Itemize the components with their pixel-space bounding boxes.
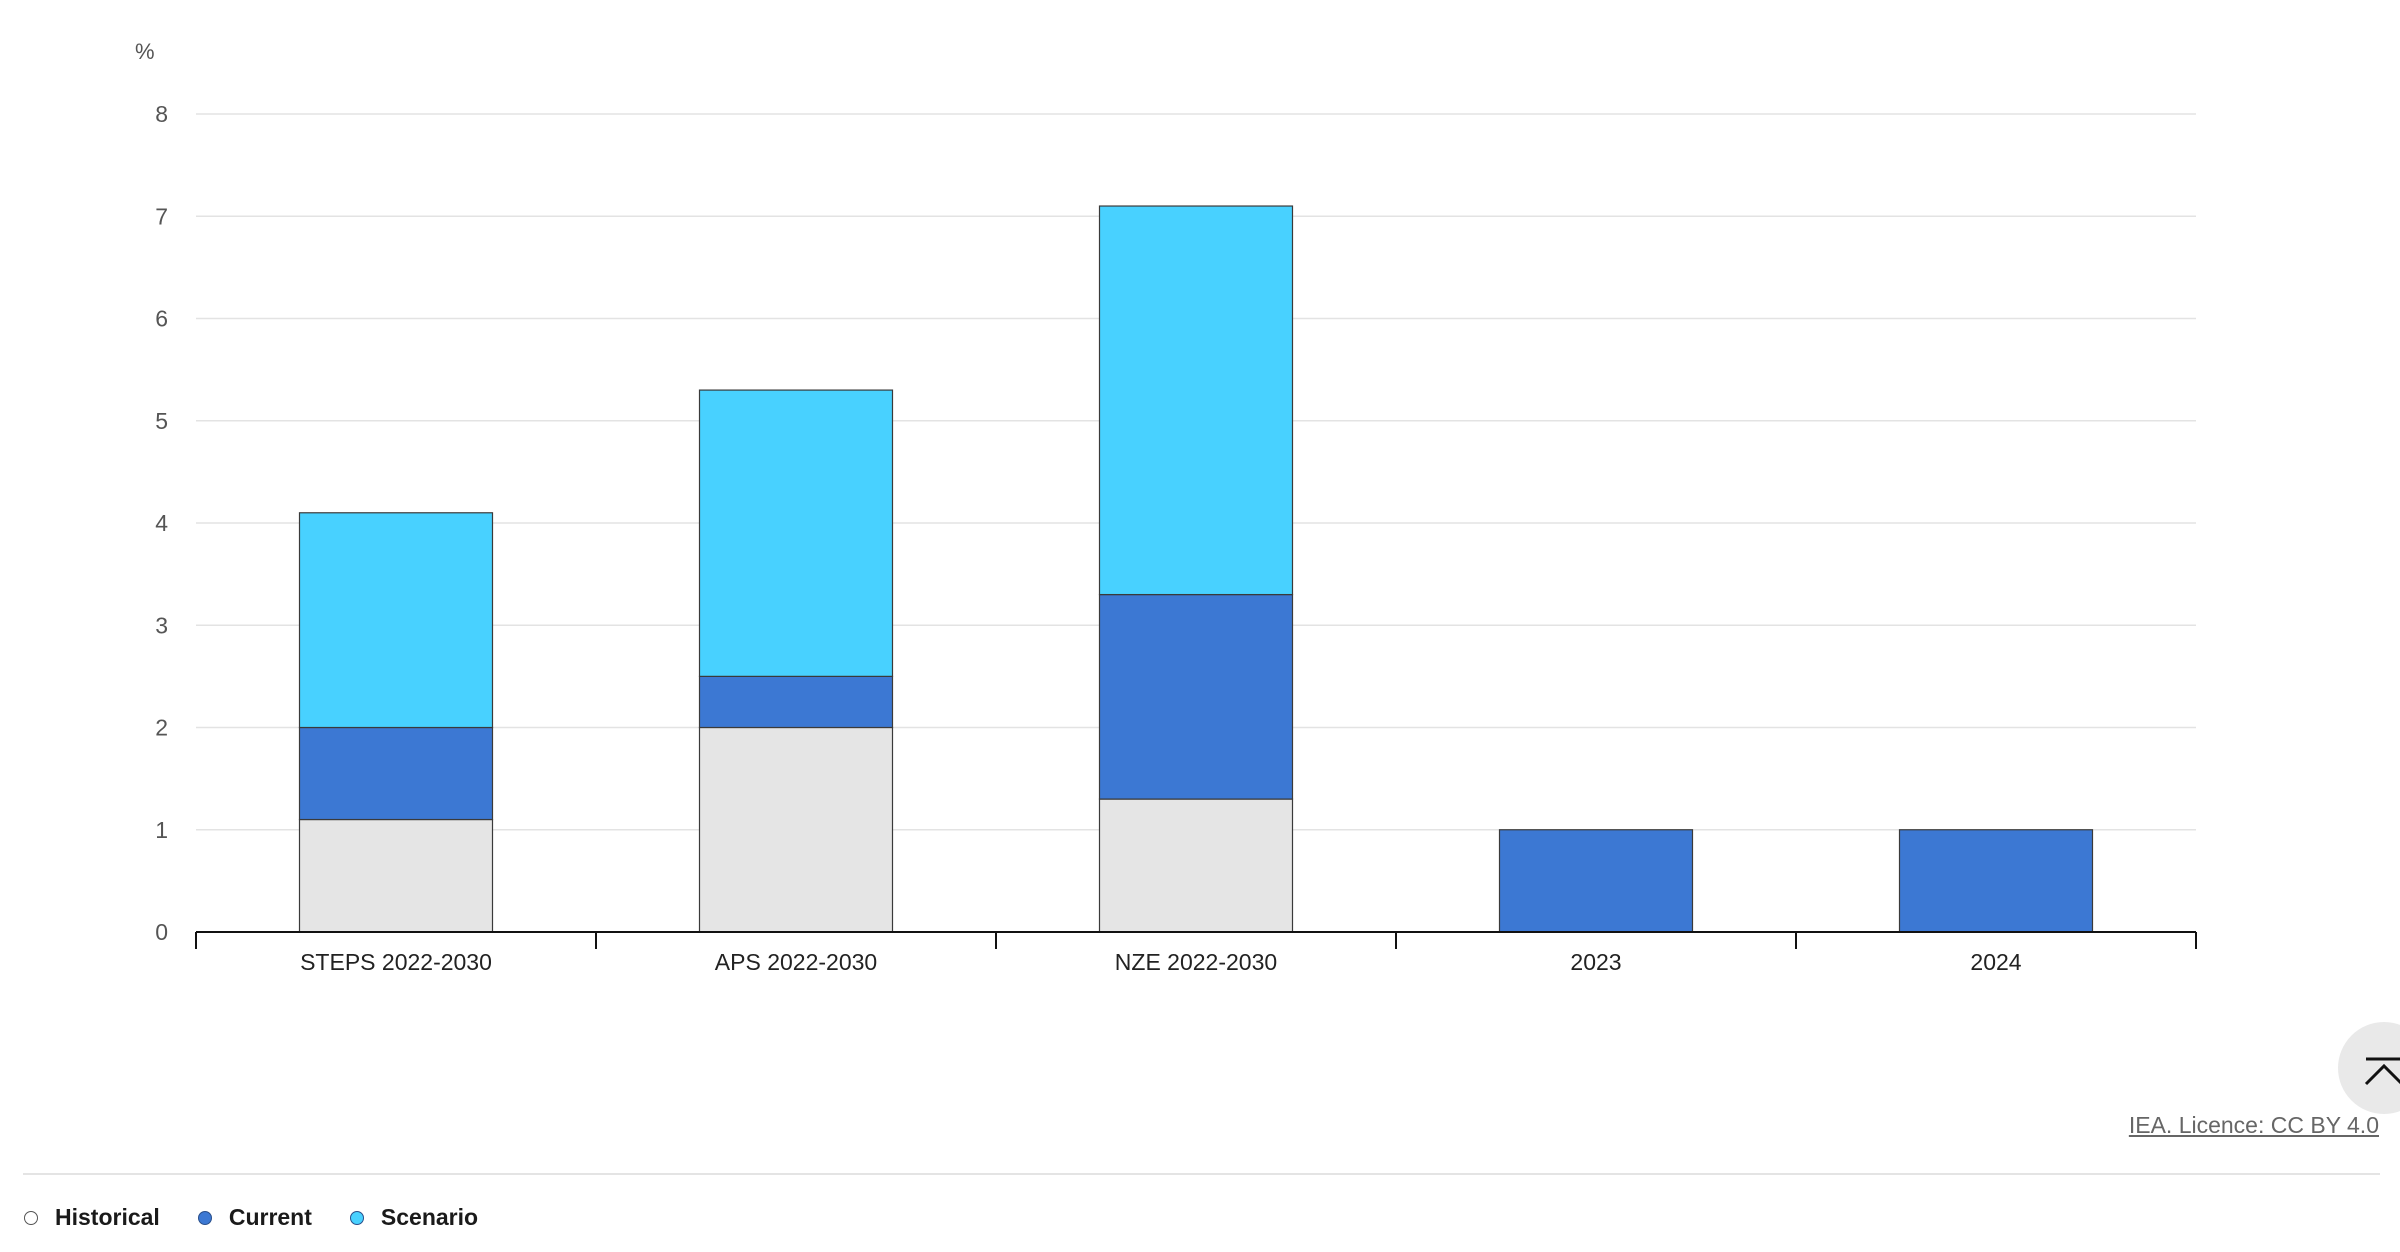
legend-swatch-icon xyxy=(24,1210,38,1225)
bar-segment-current[interactable] xyxy=(1898,829,2094,933)
chevron-up-bar-icon xyxy=(2364,1057,2400,1086)
bar-segment-historical[interactable] xyxy=(298,818,494,933)
legend-label: Current xyxy=(228,1204,312,1230)
legend: Historical Current Scenario xyxy=(24,1204,478,1231)
legend-label: Scenario xyxy=(380,1204,479,1230)
y-tick-label: 5 xyxy=(155,408,168,434)
legend-label: Historical xyxy=(55,1204,160,1230)
y-tick-label: 7 xyxy=(155,203,168,229)
x-category-label: APS 2022-2030 xyxy=(715,949,877,975)
y-tick-label: 8 xyxy=(155,101,168,127)
bar-segment-historical[interactable] xyxy=(698,726,894,933)
bar-segment-historical[interactable] xyxy=(1098,798,1294,933)
legend-item-scenario[interactable]: Scenario xyxy=(349,1204,479,1231)
y-tick-label: 2 xyxy=(155,715,168,741)
legend-swatch-icon xyxy=(349,1210,364,1225)
legend-item-historical[interactable]: Historical xyxy=(24,1204,160,1231)
bar-segment-scenario[interactable] xyxy=(298,512,494,729)
x-category-label: 2024 xyxy=(1970,949,2021,975)
y-tick-label: 3 xyxy=(155,612,168,638)
x-category-label: 2023 xyxy=(1570,949,1621,975)
y-tick-label: 0 xyxy=(155,919,168,945)
x-category-label: STEPS 2022-2030 xyxy=(300,949,492,975)
legend-item-current[interactable]: Current xyxy=(197,1204,312,1231)
licence-link[interactable]: IEA. Licence: CC BY 4.0 xyxy=(2128,1112,2379,1138)
bar-segment-current[interactable] xyxy=(1098,593,1294,800)
y-tick-label: 6 xyxy=(155,306,168,332)
bar-segment-current[interactable] xyxy=(298,726,494,821)
bar-segment-current[interactable] xyxy=(698,675,894,729)
bar-segment-scenario[interactable] xyxy=(698,389,894,677)
legend-divider xyxy=(23,1173,2380,1175)
scroll-to-top-button[interactable] xyxy=(2338,1022,2400,1114)
y-tick-label: 4 xyxy=(155,510,168,536)
x-category-label: NZE 2022-2030 xyxy=(1115,949,1277,975)
bar-segment-scenario[interactable] xyxy=(1098,205,1294,596)
bar-segment-current[interactable] xyxy=(1498,829,1694,933)
y-axis-unit-label: % xyxy=(135,39,155,64)
y-tick-label: 1 xyxy=(155,817,168,843)
legend-swatch-icon xyxy=(197,1210,212,1225)
